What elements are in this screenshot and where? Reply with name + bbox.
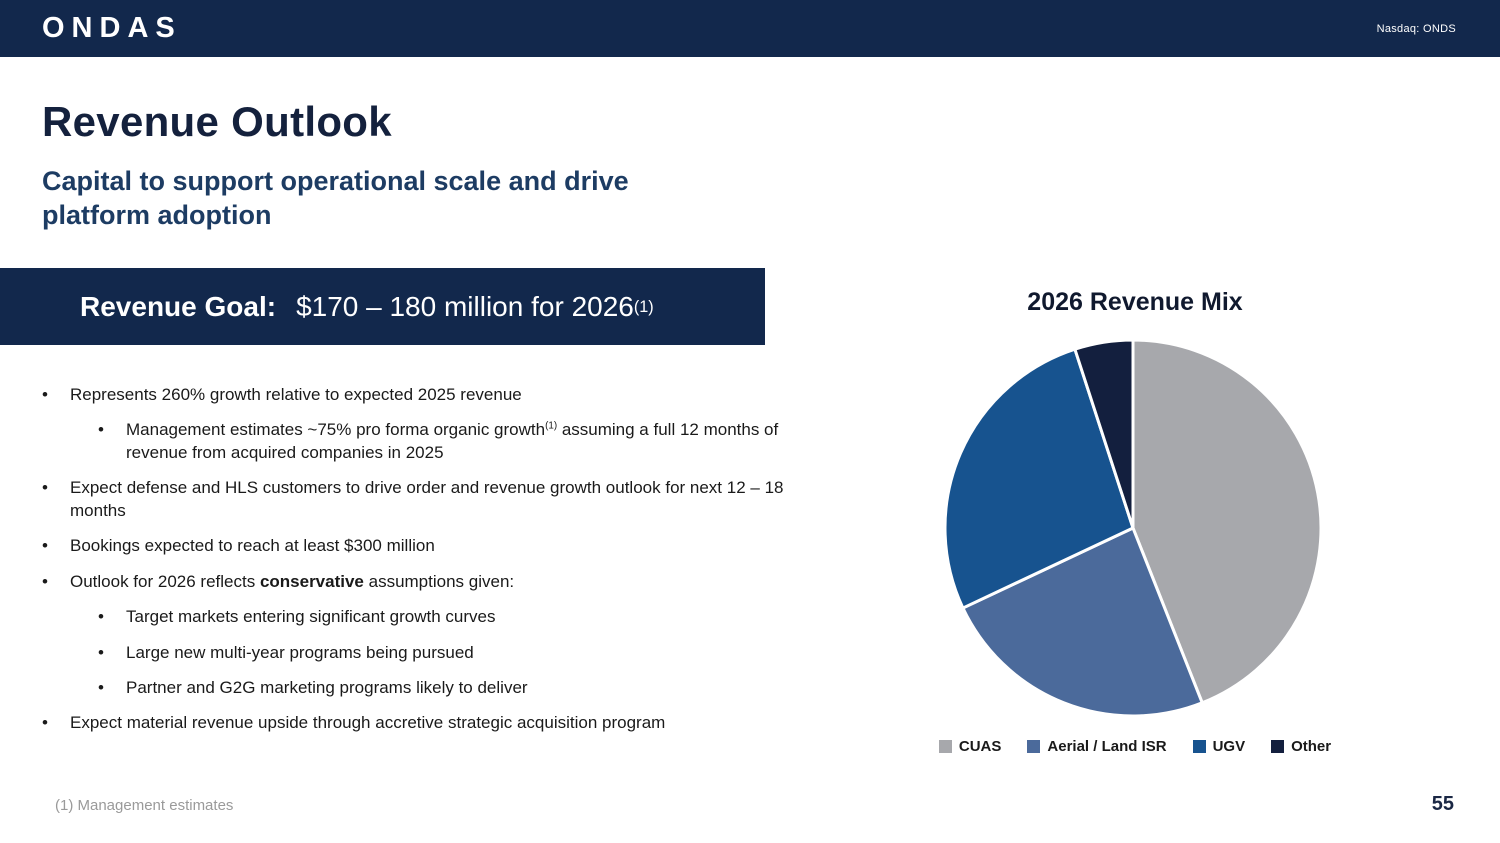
- bullet-marker: •: [98, 420, 104, 440]
- legend-item: UGV: [1192, 738, 1246, 755]
- bullet-item: • Represents 260% growth relative to expe…: [42, 384, 798, 406]
- legend-swatch: [938, 740, 952, 753]
- ticker-label: Nasdaq: ONDS: [1376, 22, 1456, 35]
- legend-swatch: [1192, 740, 1206, 753]
- legend-item: CUAS: [938, 738, 1002, 755]
- bullet-text: Target markets entering significant grow…: [126, 607, 496, 627]
- page-title: Revenue Outlook: [42, 98, 392, 145]
- revenue-goal-value: $170 – 180 million for 2026: [296, 290, 634, 322]
- bullet-text: Partner and G2G marketing programs likel…: [126, 677, 528, 697]
- chart-title: 2026 Revenue Mix: [1027, 288, 1243, 316]
- revenue-mix-pie: [943, 338, 1323, 718]
- bullet-text: Expect defense and HLS customers to driv…: [70, 478, 784, 520]
- pie-chart-container: [933, 328, 1333, 728]
- bullet-marker: •: [98, 642, 104, 662]
- bullet-item: • Expect material revenue upside through …: [42, 712, 798, 734]
- pie-slice-aerial-land-isr: [961, 526, 1204, 718]
- pie-slice-other: [1073, 338, 1135, 530]
- bullet-text: Bookings expected to reach at least $300…: [70, 536, 435, 556]
- revenue-goal-label: Revenue Goal:: [80, 290, 277, 322]
- bullet-marker: •: [42, 536, 48, 556]
- legend-label: UGV: [1212, 738, 1246, 755]
- pie-slice-cuas: [1131, 338, 1323, 705]
- bullet-text: Represents 260% growth relative to expec…: [70, 385, 522, 404]
- header-bar: ONDAS Nasdaq: ONDS: [0, 0, 1500, 57]
- footnote: (1) Management estimates: [55, 797, 234, 814]
- legend-swatch: [1027, 740, 1041, 753]
- bullet-item: • Expect defense and HLS customers to dri…: [42, 477, 798, 522]
- bullet-marker: •: [98, 677, 104, 697]
- bullet-marker: •: [98, 607, 104, 627]
- legend-item: Aerial / Land ISR: [1027, 738, 1167, 755]
- company-logo: ONDAS: [42, 12, 182, 44]
- revenue-goal-banner: Revenue Goal: $170 – 180 million for 202…: [0, 268, 765, 345]
- bullet-item: • Management estimates ~75% pro forma org…: [42, 419, 798, 464]
- bullet-text: Large new multi-year programs being purs…: [126, 642, 474, 662]
- pie-slice-ugv: [943, 347, 1135, 610]
- legend-swatch: [1271, 740, 1285, 753]
- bullet-marker: •: [42, 571, 48, 591]
- bullet-item: • Partner and G2G marketing programs like…: [42, 677, 798, 699]
- bullet-list: • Represents 260% growth relative to expe…: [42, 384, 798, 748]
- bullet-marker: •: [42, 478, 48, 498]
- bullet-text: Expect material revenue upside through a…: [70, 713, 666, 733]
- legend-label: Aerial / Land ISR: [1047, 738, 1167, 755]
- page-subtitle: Capital to support operational scale and…: [42, 166, 629, 230]
- bullet-text: Outlook for 2026 reflects conservative a…: [70, 571, 515, 591]
- bullet-marker: •: [42, 385, 48, 404]
- legend-label: Other: [1291, 738, 1332, 755]
- bullet-item: • Bookings expected to reach at least $30…: [42, 535, 798, 557]
- chart-legend: CUAS Aerial / Land ISR UGV Other: [900, 738, 1370, 755]
- page-number: 55: [1431, 793, 1454, 815]
- bullet-item: • Outlook for 2026 reflects conservative …: [42, 571, 798, 593]
- legend-label: CUAS: [958, 738, 1002, 755]
- bullet-text: Management estimates ~75% pro forma orga…: [126, 420, 779, 462]
- bullet-item: • Target markets entering significant gro…: [42, 606, 798, 628]
- bullet-marker: •: [42, 713, 48, 733]
- legend-item: Other: [1271, 738, 1331, 755]
- bullet-item: • Large new multi-year programs being pur…: [42, 642, 798, 664]
